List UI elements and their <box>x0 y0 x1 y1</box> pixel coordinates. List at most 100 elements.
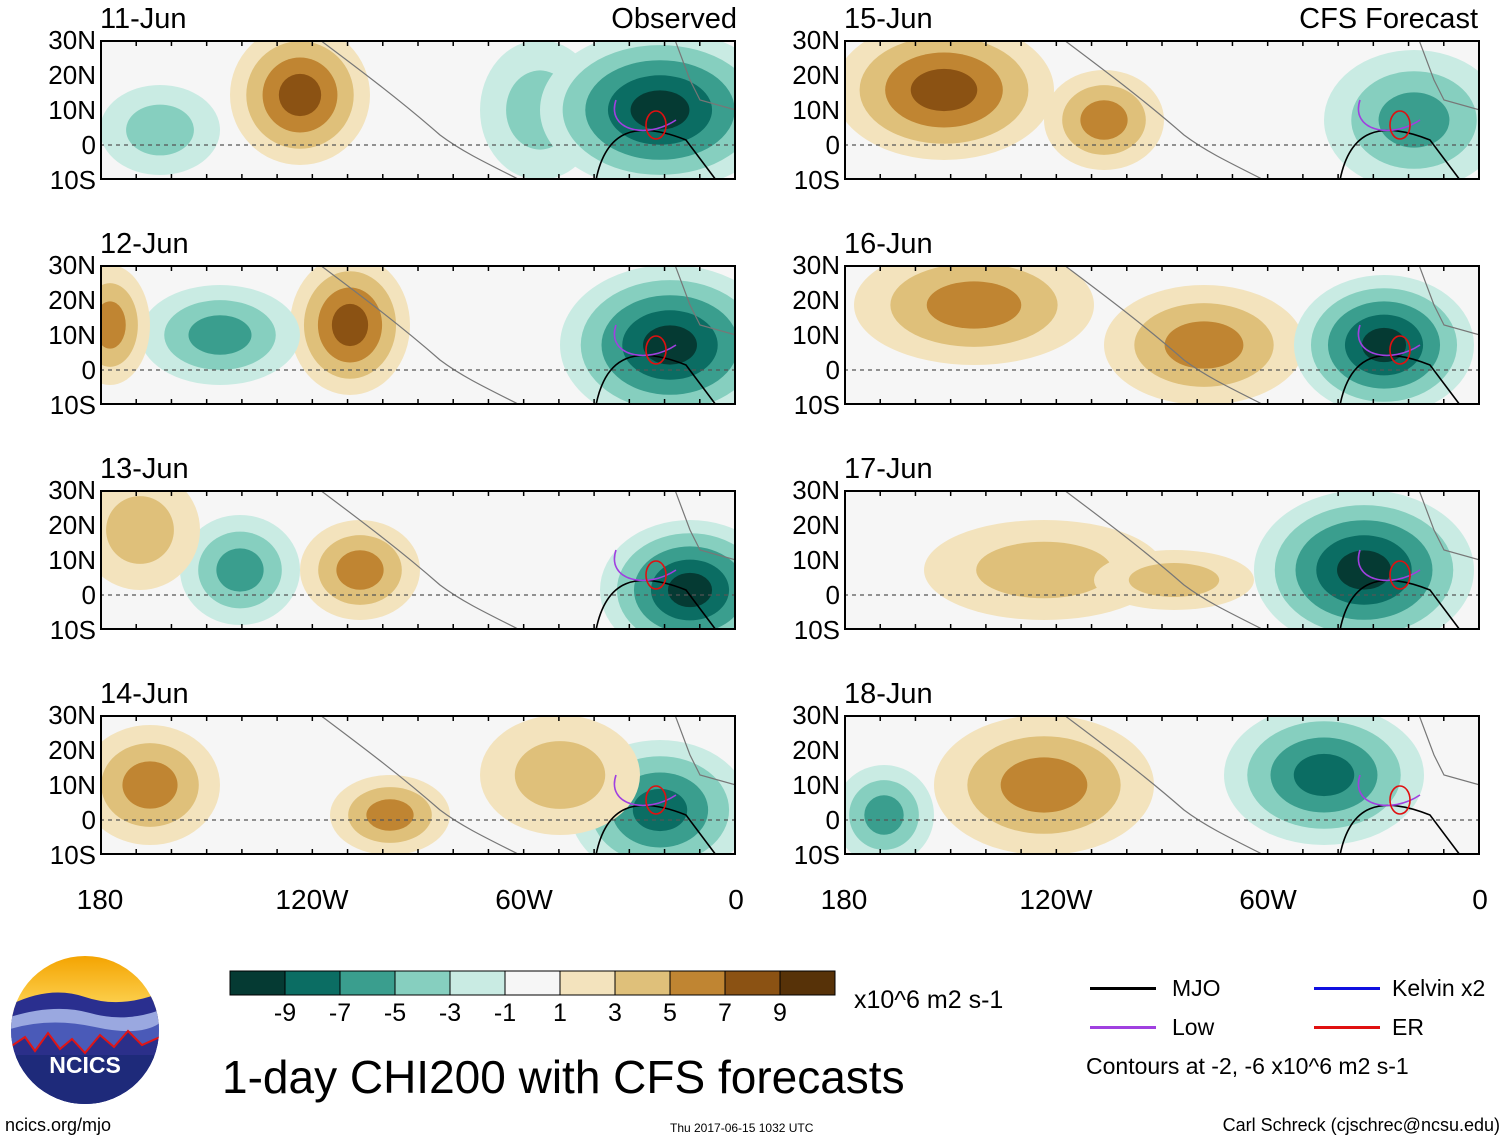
legend-label-kelvin: Kelvin x2 <box>1392 975 1486 1001</box>
panel-tag: CFS Forecast <box>1299 3 1478 35</box>
panel-date: 12-Jun <box>100 228 189 260</box>
lat-label: 10N <box>48 770 96 800</box>
lat-label: 0 <box>825 355 840 385</box>
colorbar-swatch <box>559 970 616 996</box>
legend-label-mjo: MJO <box>1172 975 1221 1001</box>
anomaly-blob <box>1337 550 1391 590</box>
lat-label: 0 <box>825 805 840 835</box>
lat-label: 20N <box>792 735 840 765</box>
lat-label: 0 <box>825 130 840 160</box>
lat-label: 0 <box>81 130 96 160</box>
panel-date: 13-Jun <box>100 453 189 485</box>
colorbar-tick-label: 7 <box>718 999 732 1027</box>
anomaly-blob <box>926 281 1022 329</box>
lat-label: 10N <box>48 95 96 125</box>
logo-text: NCICS <box>49 1052 121 1078</box>
contours-note: Contours at -2, -6 x10^6 m2 s-1 <box>1086 1053 1409 1079</box>
colorbar-swatch <box>229 970 286 996</box>
footer-author: Carl Schreck (cjschrec@ncsu.edu) <box>1222 1115 1500 1135</box>
lat-label: 30N <box>792 25 840 55</box>
lat-label: 30N <box>792 700 840 730</box>
lon-label: 120W <box>1019 884 1093 915</box>
colorbar-tick-label: -7 <box>328 999 352 1027</box>
anomaly-blob <box>216 548 264 592</box>
legend-label-er: ER <box>1392 1014 1424 1040</box>
figure-title: 1-day CHI200 with CFS forecasts <box>222 1051 905 1103</box>
map-panel <box>844 715 1480 855</box>
panel-date: 17-Jun <box>844 453 933 485</box>
anomaly-blob <box>1378 92 1450 148</box>
er-contour <box>1389 560 1411 590</box>
panel-date: 15-Jun <box>844 3 933 35</box>
colorbar-swatch <box>504 970 561 996</box>
coastline <box>1063 265 1265 405</box>
anomaly-blob <box>910 68 978 112</box>
colorbar-swatch <box>339 970 396 996</box>
map-panel <box>100 265 736 405</box>
lat-label: 10S <box>793 615 840 645</box>
colorbar-tick-label: 3 <box>608 999 622 1027</box>
coastline <box>319 40 521 180</box>
colorbar-swatch <box>284 970 341 996</box>
mjo-contour <box>1339 804 1461 855</box>
map-panel <box>844 40 1480 180</box>
er-contour <box>1389 110 1411 140</box>
er-contour <box>645 335 667 365</box>
coastline <box>674 715 736 786</box>
lat-label: 30N <box>48 25 96 55</box>
map-panel <box>844 265 1480 405</box>
mjo-contour <box>1339 354 1461 405</box>
lat-label: 10N <box>792 545 840 575</box>
colorbar-tick-label: -3 <box>438 999 462 1027</box>
anomaly-blob <box>1080 100 1128 140</box>
coastline <box>1418 265 1480 336</box>
anomaly-blob <box>643 325 697 365</box>
lat-label: 10S <box>793 165 840 195</box>
lat-label: 10N <box>48 320 96 350</box>
footer-url: ncics.org/mjo <box>5 1115 112 1135</box>
colorbar-swatch <box>669 970 726 996</box>
lat-label: 30N <box>48 700 96 730</box>
coastline <box>1418 490 1480 561</box>
lat-label: 10N <box>792 770 840 800</box>
map-panel <box>844 490 1480 630</box>
colorbar-tick-label: 9 <box>773 999 787 1027</box>
er-contour <box>645 560 667 590</box>
mjo-contour <box>595 129 717 180</box>
lat-label: 20N <box>792 60 840 90</box>
lat-label: 20N <box>792 285 840 315</box>
colorbar-units: x10^6 m2 s-1 <box>854 986 1004 1014</box>
lon-label: 180 <box>76 884 124 915</box>
panel-date: 14-Jun <box>100 678 189 710</box>
lon-label: 0 <box>728 884 744 915</box>
lat-label: 10N <box>48 545 96 575</box>
lon-label: 0 <box>1472 884 1488 915</box>
er-contour <box>645 110 667 140</box>
lat-label: 30N <box>792 250 840 280</box>
footer-timestamp: Thu 2017-06-15 1032 UTC <box>670 1121 814 1135</box>
lat-label: 20N <box>792 510 840 540</box>
lat-label: 0 <box>81 805 96 835</box>
lat-label: 0 <box>81 355 96 385</box>
coastline <box>1063 490 1265 630</box>
mjo-contour <box>1339 579 1461 630</box>
lon-label: 120W <box>275 884 349 915</box>
coastline <box>1418 40 1480 111</box>
er-contour <box>1389 785 1411 815</box>
coastline <box>1063 715 1265 855</box>
map-panel <box>100 715 736 855</box>
coastline <box>319 715 521 855</box>
map-panel <box>100 490 736 630</box>
lon-label: 180 <box>820 884 868 915</box>
colorbar-tick-label: 5 <box>663 999 677 1027</box>
lat-label: 10S <box>49 165 96 195</box>
coastline <box>674 40 736 111</box>
colorbar-swatch <box>614 970 671 996</box>
legend-label-low: Low <box>1172 1014 1215 1040</box>
lat-label: 10N <box>792 320 840 350</box>
lon-label: 60W <box>495 884 553 915</box>
lat-label: 30N <box>48 250 96 280</box>
map-panel <box>100 40 736 180</box>
legend-line-er <box>1314 1026 1380 1029</box>
lat-label: 20N <box>48 510 96 540</box>
